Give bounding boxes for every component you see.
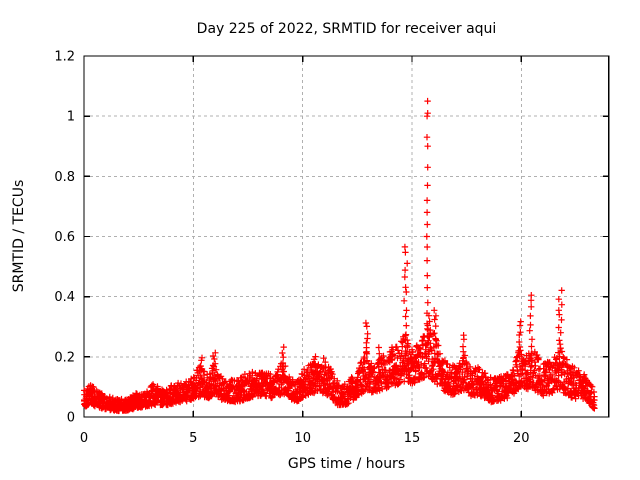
y-tick-label: 0.8 — [54, 170, 75, 185]
grid-lines — [84, 56, 609, 417]
x-tick-label: 0 — [80, 431, 88, 446]
y-tick-label: 0.4 — [54, 290, 75, 305]
x-tick-label: 15 — [404, 431, 421, 446]
y-tick-label: 1.2 — [54, 50, 75, 65]
plot-border — [83, 55, 610, 418]
y-tick-label: 1 — [67, 110, 75, 125]
y-tick-label: 0.6 — [54, 230, 75, 245]
y-tick-label: 0 — [67, 411, 75, 426]
y-axis-label: SRMTID / TECUs — [11, 179, 27, 293]
x-axis-label: GPS time / hours — [287, 456, 406, 472]
x-tick-label: 20 — [513, 431, 530, 446]
scatter-points — [81, 97, 598, 415]
x-tick-label: 10 — [294, 431, 311, 446]
chart-title: Day 225 of 2022, SRMTID for receiver aqu… — [196, 21, 497, 37]
x-tick-label: 5 — [189, 431, 197, 446]
y-tick-label: 0.2 — [54, 350, 75, 365]
